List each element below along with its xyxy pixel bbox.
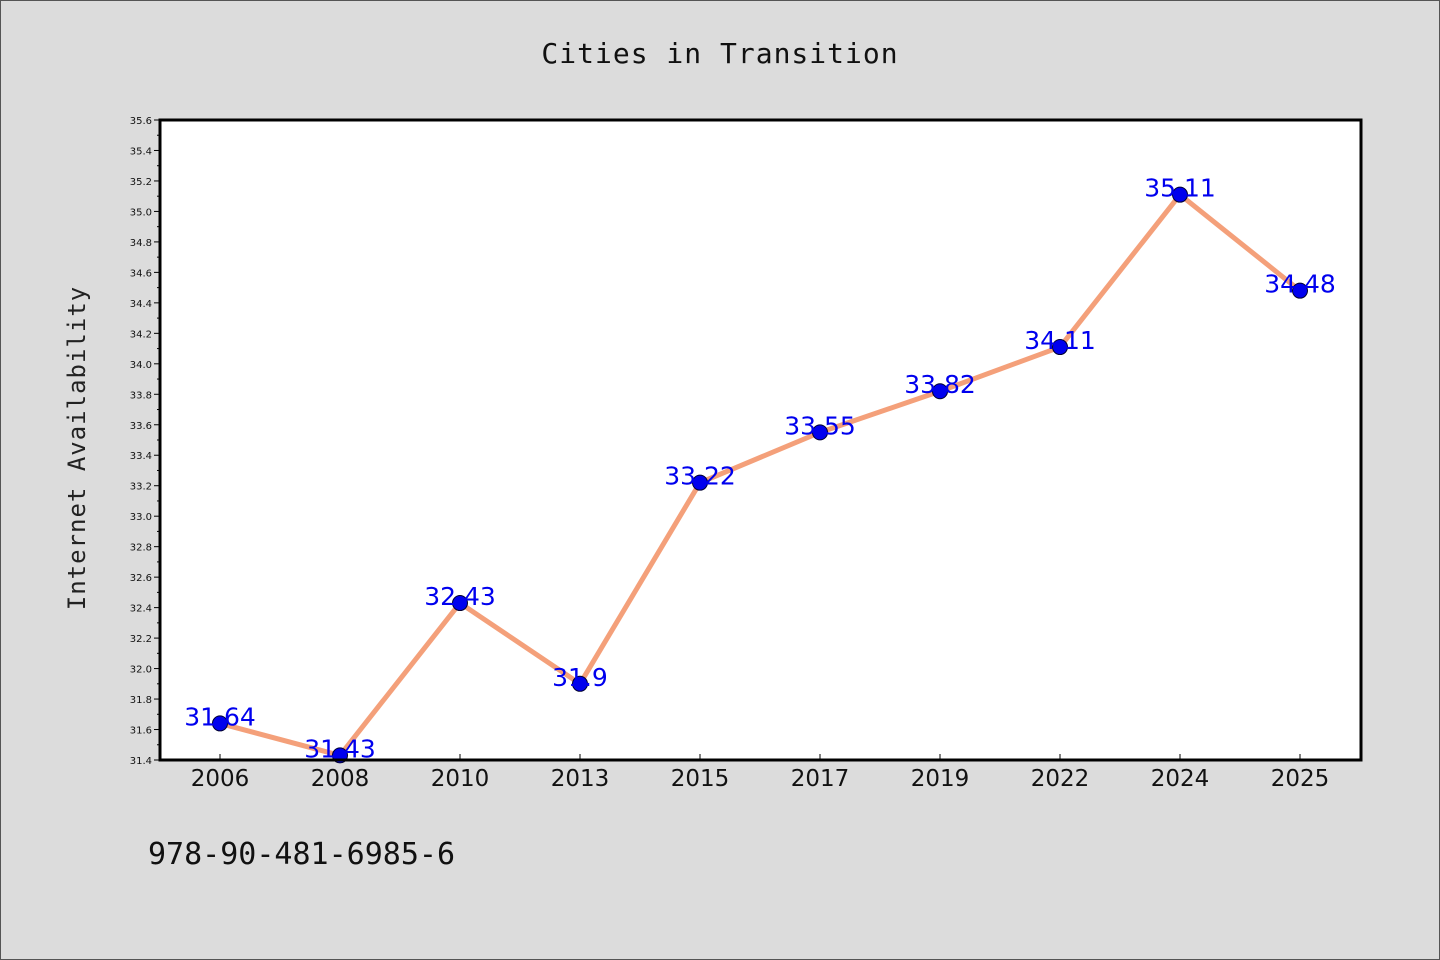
y-tick-label: 34.0 bbox=[130, 360, 152, 371]
y-tick-label: 35.0 bbox=[130, 207, 152, 218]
y-tick-label: 34.2 bbox=[130, 329, 152, 340]
x-tick-label: 2024 bbox=[1151, 766, 1210, 792]
y-tick-label: 35.4 bbox=[130, 146, 152, 157]
data-label: 31.64 bbox=[184, 702, 256, 731]
y-tick-label: 33.2 bbox=[130, 482, 152, 493]
y-axis-label: Internet Availability bbox=[63, 286, 91, 610]
x-tick-label: 2025 bbox=[1271, 766, 1330, 792]
y-tick-label: 32.4 bbox=[130, 604, 152, 615]
y-tick-label: 31.6 bbox=[130, 726, 152, 737]
data-point bbox=[572, 675, 588, 692]
x-tick-label: 2006 bbox=[191, 766, 250, 792]
y-tick-label: 32.2 bbox=[130, 634, 152, 645]
footer-code: 978-90-481-6985-6 bbox=[148, 837, 455, 872]
data-label: 35.11 bbox=[1144, 174, 1216, 203]
data-label: 33.55 bbox=[784, 411, 856, 440]
y-tick-label: 31.4 bbox=[130, 756, 152, 767]
x-tick-label: 2013 bbox=[551, 766, 610, 792]
y-tick-label: 33.6 bbox=[130, 421, 152, 432]
series-markers bbox=[212, 186, 1308, 764]
x-tick-label: 2022 bbox=[1031, 766, 1090, 792]
data-label: 33.22 bbox=[664, 462, 736, 491]
data-point bbox=[212, 715, 228, 732]
y-tick-label: 35.6 bbox=[130, 116, 152, 127]
y-tick-label: 33.8 bbox=[130, 390, 152, 401]
data-point bbox=[1292, 282, 1308, 299]
y-tick-label: 32.0 bbox=[130, 665, 152, 676]
data-point bbox=[692, 474, 708, 491]
data-point bbox=[812, 424, 828, 441]
data-label: 33.82 bbox=[904, 370, 976, 399]
y-tick-label: 33.4 bbox=[130, 451, 152, 462]
plot-area bbox=[160, 120, 1361, 760]
y-tick-label: 31.8 bbox=[130, 695, 152, 706]
data-point bbox=[1172, 186, 1188, 203]
data-label: 34.11 bbox=[1024, 326, 1096, 355]
x-tick-label: 2008 bbox=[311, 766, 370, 792]
y-tick-label: 34.4 bbox=[130, 299, 152, 310]
chart-title: Cities in Transition bbox=[541, 37, 898, 70]
data-label: 31.9 bbox=[552, 663, 608, 692]
x-tick-label: 2017 bbox=[791, 766, 850, 792]
plot-frame bbox=[158, 118, 1363, 762]
x-tick-label: 2019 bbox=[911, 766, 970, 792]
y-tick-label: 35.2 bbox=[130, 177, 152, 188]
data-label: 34.48 bbox=[1264, 270, 1336, 299]
data-point bbox=[932, 383, 948, 400]
data-point bbox=[452, 595, 468, 612]
y-axis-ticks: 31.4 31.6 31.8 32.0 32.2 32.4 32.6 32.8 33.0 33.2… bbox=[130, 116, 160, 767]
data-point bbox=[1052, 339, 1068, 356]
y-tick-label: 33.0 bbox=[130, 512, 152, 523]
x-tick-label: 2010 bbox=[431, 766, 490, 792]
data-label: 32.43 bbox=[424, 582, 496, 611]
y-tick-label: 34.8 bbox=[130, 238, 152, 249]
y-tick-label: 32.6 bbox=[130, 573, 152, 584]
x-tick-label: 2015 bbox=[671, 766, 730, 792]
series-line bbox=[217, 192, 1303, 758]
y-tick-label: 32.8 bbox=[130, 543, 152, 554]
x-axis-ticks: 2006 2008 2010 2013 2015 2017 2019 2022 2024 2025 bbox=[191, 754, 1330, 792]
y-tick-label: 34.6 bbox=[130, 268, 152, 279]
